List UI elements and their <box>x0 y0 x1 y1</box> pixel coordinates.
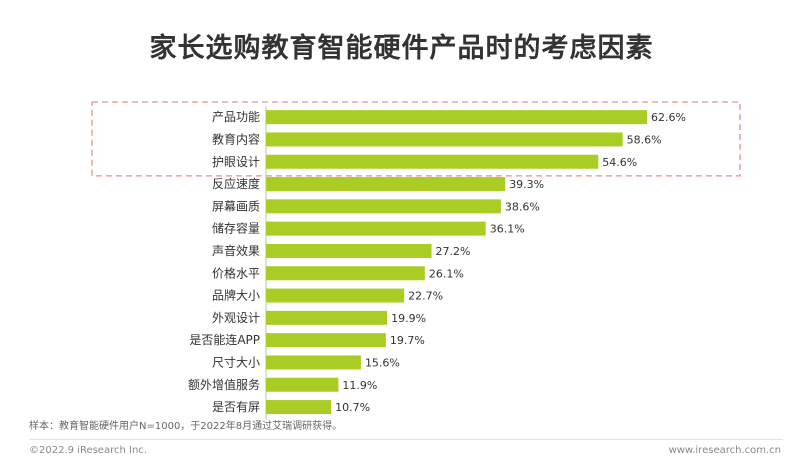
bar-9 <box>266 288 405 303</box>
value-label-4: 39.3% <box>509 178 544 191</box>
value-label-9: 22.7% <box>408 290 443 303</box>
bar-1 <box>266 110 647 125</box>
footer-divider <box>29 439 783 440</box>
value-label-11: 19.7% <box>390 334 425 347</box>
value-label-12: 15.6% <box>365 356 400 369</box>
category-label-1: 产品功能 <box>212 110 260 124</box>
value-label-6: 36.1% <box>490 223 525 236</box>
bar-5 <box>266 199 501 214</box>
value-label-3: 54.6% <box>602 156 637 169</box>
category-label-9: 品牌大小 <box>212 289 260 303</box>
bar-10 <box>266 310 388 325</box>
category-label-5: 屏幕画质 <box>212 199 260 213</box>
value-label-10: 19.9% <box>391 312 426 325</box>
chart-title: 家长选购教育智能硬件产品时的考虑因素 <box>149 33 654 64</box>
value-label-13: 11.9% <box>342 379 377 392</box>
bar-3 <box>266 154 599 169</box>
copyright-text: ©2022.9 iResearch Inc. <box>29 445 147 456</box>
category-label-3: 护眼设计 <box>212 155 260 169</box>
highlight-box <box>91 101 741 177</box>
bar-4 <box>266 177 506 192</box>
bar-7 <box>266 243 432 258</box>
bar-13 <box>266 377 339 392</box>
category-label-4: 反应速度 <box>212 176 260 191</box>
website-link[interactable]: www.iresearch.com.cn <box>668 445 781 456</box>
bar-14 <box>266 400 332 415</box>
category-label-10: 外观设计 <box>212 311 260 325</box>
bar-8 <box>266 266 425 281</box>
category-label-8: 价格水平 <box>212 265 260 280</box>
bar-11 <box>266 333 386 348</box>
value-label-14: 10.7% <box>335 401 370 414</box>
sample-note: 样本：教育智能硬件用户N=1000，于2022年8月通过艾瑞调研获得。 <box>29 421 343 432</box>
bar-2 <box>266 132 623 147</box>
value-label-1: 62.6% <box>651 111 686 124</box>
value-label-5: 38.6% <box>505 200 540 213</box>
bar-chart: 产品功能 62.6% 教育内容 58.6% 护眼设计 54.6% 反应速度 39.3% 屏幕画质… <box>91 101 741 420</box>
value-label-2: 58.6% <box>627 133 662 146</box>
category-label-11: 是否能连APP <box>189 332 260 347</box>
value-label-7: 27.2% <box>436 245 471 258</box>
category-label-6: 储存容量 <box>212 221 260 236</box>
value-label-8: 26.1% <box>429 267 464 280</box>
category-label-13: 额外增值服务 <box>188 377 260 392</box>
bar-6 <box>266 221 486 236</box>
bar-12 <box>266 355 361 370</box>
category-label-14: 是否有屏 <box>212 400 260 414</box>
category-label-7: 声音效果 <box>212 243 260 258</box>
category-label-12: 尺寸大小 <box>212 355 260 369</box>
category-label-2: 教育内容 <box>212 131 260 146</box>
